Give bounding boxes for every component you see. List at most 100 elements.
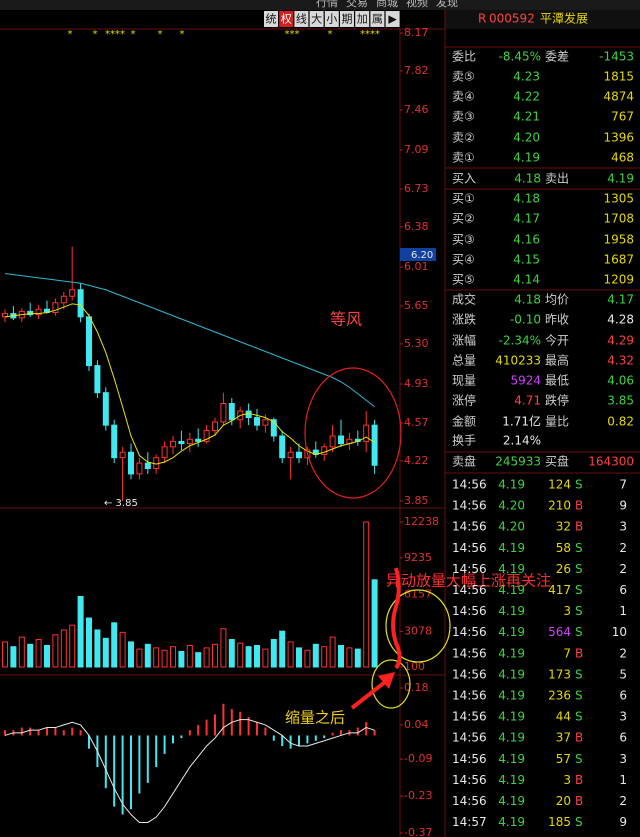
tick-time: 14:56 <box>452 689 487 703</box>
candle-body <box>270 419 277 437</box>
field-label: 量比 <box>545 415 569 429</box>
tick-price: 4.19 <box>498 541 525 555</box>
tick-count: 2 <box>619 541 627 555</box>
candle-body <box>170 440 176 448</box>
volume-bar <box>371 579 378 668</box>
field-label: 卖盘 <box>452 454 476 469</box>
annotation-stroke <box>391 567 402 670</box>
flag: R <box>478 12 486 26</box>
y-tick-label: 5.30 <box>404 337 429 350</box>
candle-body <box>262 419 269 426</box>
menu-item[interactable]: 视频 <box>406 0 428 9</box>
order-level: 卖③ <box>452 110 475 124</box>
volume-bar <box>69 624 76 668</box>
volume-bar <box>10 646 17 668</box>
field-value: 4.32 <box>607 354 634 368</box>
order-price: 4.15 <box>513 253 540 267</box>
tick-time: 14:56 <box>452 583 487 597</box>
toolbar-label[interactable]: 加 <box>357 13 368 26</box>
volume-bar <box>2 641 8 668</box>
annotation: 等风 <box>330 310 362 329</box>
tick-volume: 7 <box>563 646 571 660</box>
tick-price: 4.19 <box>498 815 525 829</box>
volume-bar <box>245 646 252 668</box>
y-tick-label: 0.04 <box>404 718 429 731</box>
volume-bar <box>170 646 176 668</box>
toolbar-button[interactable] <box>355 11 370 27</box>
toolbar-button[interactable] <box>385 11 400 27</box>
toolbar-label[interactable]: 权 <box>281 13 292 26</box>
toolbar-label[interactable]: ▶ <box>388 13 397 26</box>
y-tick-label: 9235 <box>404 551 432 564</box>
field-value: 0.82 <box>607 415 634 429</box>
y-tick-label: -0.37 <box>404 826 432 837</box>
toolbar-label[interactable]: 统 <box>266 13 277 26</box>
volume-bar <box>338 644 344 668</box>
moving-average <box>4 273 375 408</box>
menu-item[interactable]: 商城 <box>376 0 398 9</box>
tick-volume: 3 <box>563 773 571 787</box>
toolbar-button[interactable] <box>324 11 339 27</box>
order-volume: 4874 <box>603 90 634 104</box>
tick-price: 4.19 <box>498 604 525 618</box>
field-label: 昨收 <box>545 313 569 327</box>
tick-time: 14:56 <box>452 710 487 724</box>
field-value: 5924 <box>510 374 541 388</box>
toolbar-button[interactable] <box>279 11 294 27</box>
volume-bar <box>279 630 286 668</box>
toolbar-label[interactable]: 小 <box>326 13 337 26</box>
y-tick-label: 5.65 <box>404 299 429 312</box>
menu-item[interactable]: 行情 <box>316 0 338 9</box>
menu-item[interactable]: 发现 <box>436 0 458 9</box>
toolbar-button[interactable] <box>309 11 324 27</box>
tick-side: S <box>575 583 583 597</box>
volume-bar <box>363 521 370 668</box>
order-volume: 767 <box>611 110 634 124</box>
toolbar-button[interactable] <box>264 11 278 27</box>
highlight-ellipse <box>304 367 402 499</box>
tick-volume: 20 <box>556 794 571 808</box>
candle-body <box>144 462 151 470</box>
y-tick-label: 8.17 <box>404 26 429 39</box>
toolbar-button[interactable] <box>370 11 385 27</box>
toolbar-label[interactable]: 属 <box>372 13 383 26</box>
tick-time: 14:56 <box>452 478 487 492</box>
toolbar-button[interactable] <box>294 11 309 27</box>
candle-body <box>203 430 210 442</box>
volume-bar <box>18 636 25 668</box>
candle-body <box>102 392 109 426</box>
order-price: 4.14 <box>513 273 540 287</box>
toolbar-label[interactable]: 线 <box>296 12 307 26</box>
candle-body <box>94 365 101 394</box>
field-value: -1453 <box>599 50 634 64</box>
y-tick-label: 7.09 <box>404 143 429 156</box>
toolbar-label[interactable]: 大 <box>311 12 322 26</box>
order-level: 卖① <box>452 151 475 165</box>
volume-bar <box>144 643 151 668</box>
order-price: 4.19 <box>513 151 540 165</box>
highlight-ellipse <box>385 589 451 663</box>
event-marker: *** <box>285 29 300 40</box>
volume-bar <box>321 646 328 668</box>
tick-count: 1 <box>619 604 627 618</box>
stock-code: 000592 <box>489 12 535 26</box>
field-label: 今开 <box>545 333 569 348</box>
volume-bar <box>77 596 84 668</box>
toolbar-label[interactable]: 期 <box>342 13 353 26</box>
tick-side: B <box>575 794 583 808</box>
tick-time: 14:56 <box>452 520 487 534</box>
field-value: 4.19 <box>607 172 634 186</box>
toolbar-button[interactable] <box>340 11 354 27</box>
tick-count: 1 <box>619 773 627 787</box>
menu-item[interactable]: 交易 <box>346 0 368 9</box>
field-value: 4.17 <box>607 293 634 307</box>
candle-body <box>69 289 76 297</box>
volume-bar <box>52 634 59 668</box>
field-label: 涨跌 <box>452 312 476 327</box>
volume-bar <box>296 647 302 668</box>
field-value: 164300 <box>588 455 634 469</box>
volume-bar <box>203 647 210 668</box>
tick-time: 14:56 <box>452 541 487 555</box>
